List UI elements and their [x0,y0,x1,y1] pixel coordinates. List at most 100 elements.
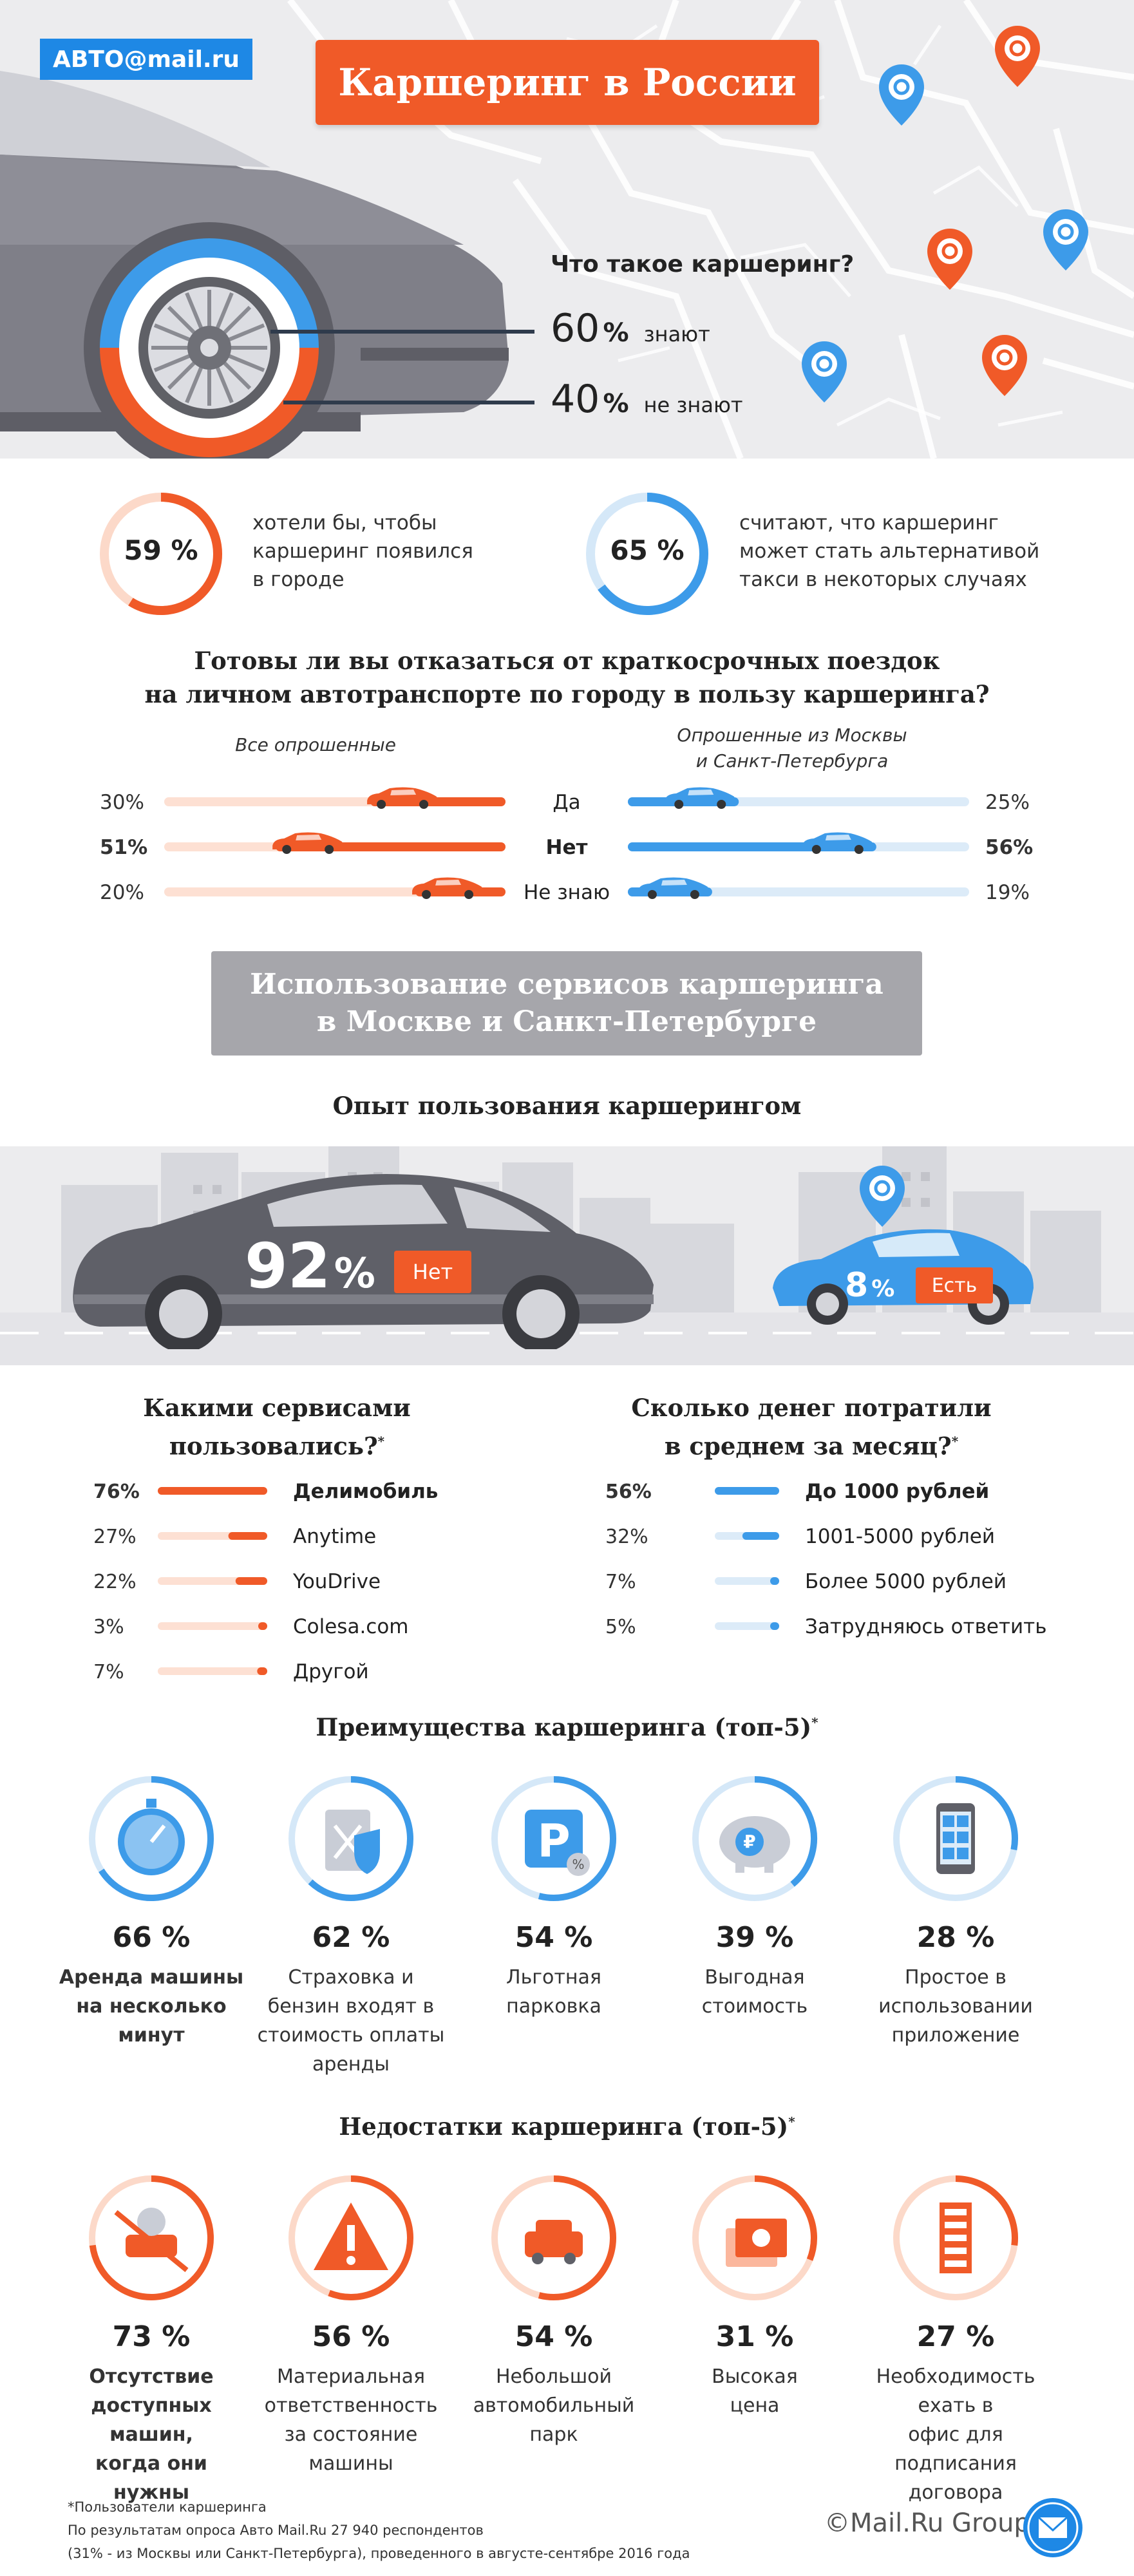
item-card: ₽39 % Выгодная стоимость [658,1774,851,2021]
bar-value-label: 5% [605,1616,636,1638]
item-card: P% 54 % Льготная парковка [457,1774,650,2021]
text-line: аренды [312,2053,390,2076]
stat-value: 59 % [124,535,198,566]
small-car-illustration [773,1166,1034,1325]
text-line: Опрошенные из Москвы [677,724,907,746]
text-line: Необходимость ехать в [876,2365,1035,2417]
ready-right-header: Опрошенные из Москвы и Санкт-Петербурга [631,723,953,774]
item-value: 66 % [112,1921,191,1954]
footnote-star: * [811,1714,818,1730]
awareness-label: знают [643,322,710,346]
item-card: 28 % Простое в использовании приложение [859,1774,1052,2050]
item-label: Страховка и бензин входят в стоимость опла… [254,1963,448,2079]
footnote-star: * [377,1434,385,1449]
text-line: Аренда машины [59,1966,244,1989]
text-line: автомобильный [473,2394,635,2417]
map-pins [802,26,1088,402]
category-label: 1001-5000 рублей [805,1525,995,1548]
text-line: Небольшой [495,2365,612,2388]
bar-value-label: 56% [605,1481,652,1503]
text-line: за состояние [284,2423,418,2446]
ring-value-arc [128,493,222,615]
text-line: Выгодная [704,1966,805,1989]
text-line: каршеринг появился [252,540,473,563]
text-line: Высокая [712,2365,798,2388]
ring-chart: ₽ [692,1776,817,1901]
money-icon [726,2219,787,2267]
stat-text-59: хотели бы, чтобы каршеринг появился в го… [252,509,473,594]
text-line: офис для подписания [894,2423,1017,2475]
map-background [0,0,1134,459]
stopwatch-icon [118,1799,185,1875]
bar-value-label: 22% [93,1571,137,1593]
ring-chart [893,2175,1018,2300]
text-line: на несколько [76,1995,227,2018]
ring-value-arc [754,2175,817,2261]
ring-chart [89,2175,214,2300]
text-line: (31% - из Москвы или Санкт-Петербурга), … [68,2546,690,2561]
item-value: 62 % [312,1921,390,1954]
bar-value [770,1577,779,1585]
bar-value [158,1487,267,1495]
usage-yes-group: 8 % [845,1266,894,1305]
item-value: 28 % [916,1921,995,1954]
item-label: Отсутствие доступных машин, когда они нужн… [55,2362,248,2507]
awareness-question: Что такое каршеринг? [551,251,855,278]
item-card: 66 % Аренда машины на несколько минут [55,1774,248,2050]
text-line: доступных машин, [91,2394,212,2446]
usage-yes-value: 8 [845,1266,869,1305]
usage-no-unit: % [334,1250,375,1298]
usage-yes-unit: % [871,1276,895,1302]
stat-circle-59: 59 % [97,489,225,618]
item-label: Льготная парковка [457,1963,650,2021]
text-line: Льготная [506,1966,601,1989]
bar-value [257,1667,267,1675]
text-line: в Москве и Санкт-Петербурге [316,1005,817,1038]
ring-value-arc [754,1776,817,1887]
mail-icon[interactable] [1021,2496,1085,2560]
awareness-value: 40 [551,377,600,422]
big-car-illustration [73,1174,654,1349]
text-line: цена [730,2394,780,2417]
bar-value-label: 27% [93,1526,137,1548]
text-line: Отсутствие [89,2365,214,2388]
bar-value-label: 19% [985,881,1030,904]
car-marker [802,832,873,854]
text-line: когда они нужны [95,2452,207,2504]
car-marker [367,787,439,809]
ring-value-arc [328,2175,413,2300]
disadvantages-title: Недостатки каршеринга (топ-5)* [0,2112,1134,2141]
advantages-title: Преимущества каршеринга (топ-5)* [0,1713,1134,1741]
usage-title: Опыт пользования каршерингом [332,1092,802,1120]
bar-track [628,887,969,896]
text-line: машины [308,2452,393,2475]
stat-circle-65: 65 % [583,489,712,618]
text-line: Преимущества каршеринга (топ-5) [316,1713,812,1741]
ring-chart [288,1776,413,1901]
phone-app-icon [936,1803,975,1874]
item-card: 54 % Небольшой автомобильный парк [457,2174,650,2449]
bar-track [158,1622,267,1630]
svg-text:₽: ₽ [743,1831,755,1852]
bar-track [158,1667,267,1675]
text-line: Материальная [276,2365,426,2388]
brand-logo[interactable]: АВТО@mail.ru [40,39,252,80]
bar-value-label: 20% [100,881,144,904]
text-line: считают, что каршеринг [739,511,999,535]
awareness-item-dontknow: 40 % не знают [551,377,743,422]
footer-logo[interactable]: ©Mail.Ru Group [824,2508,1030,2538]
item-label: Материальная ответственность за состояние м… [254,2362,448,2478]
bar-value [742,1532,779,1540]
ring-value-arc [89,2175,214,2300]
item-label: Выгодная стоимость [658,1963,851,2021]
category-label: Более 5000 рублей [805,1570,1006,1593]
bar-value-label: 56% [985,836,1033,859]
category-label: Нет [546,836,588,859]
car-marker [665,787,736,809]
awareness-unit: % [603,389,629,419]
text-line: Сколько денег потратили [631,1394,992,1422]
category-label: Colesa.com [293,1615,409,1638]
item-value: 56 % [312,2320,390,2353]
car-marker [272,832,344,854]
text-line: По результатам опроса Авто Mail.Ru 27 94… [68,2523,484,2538]
